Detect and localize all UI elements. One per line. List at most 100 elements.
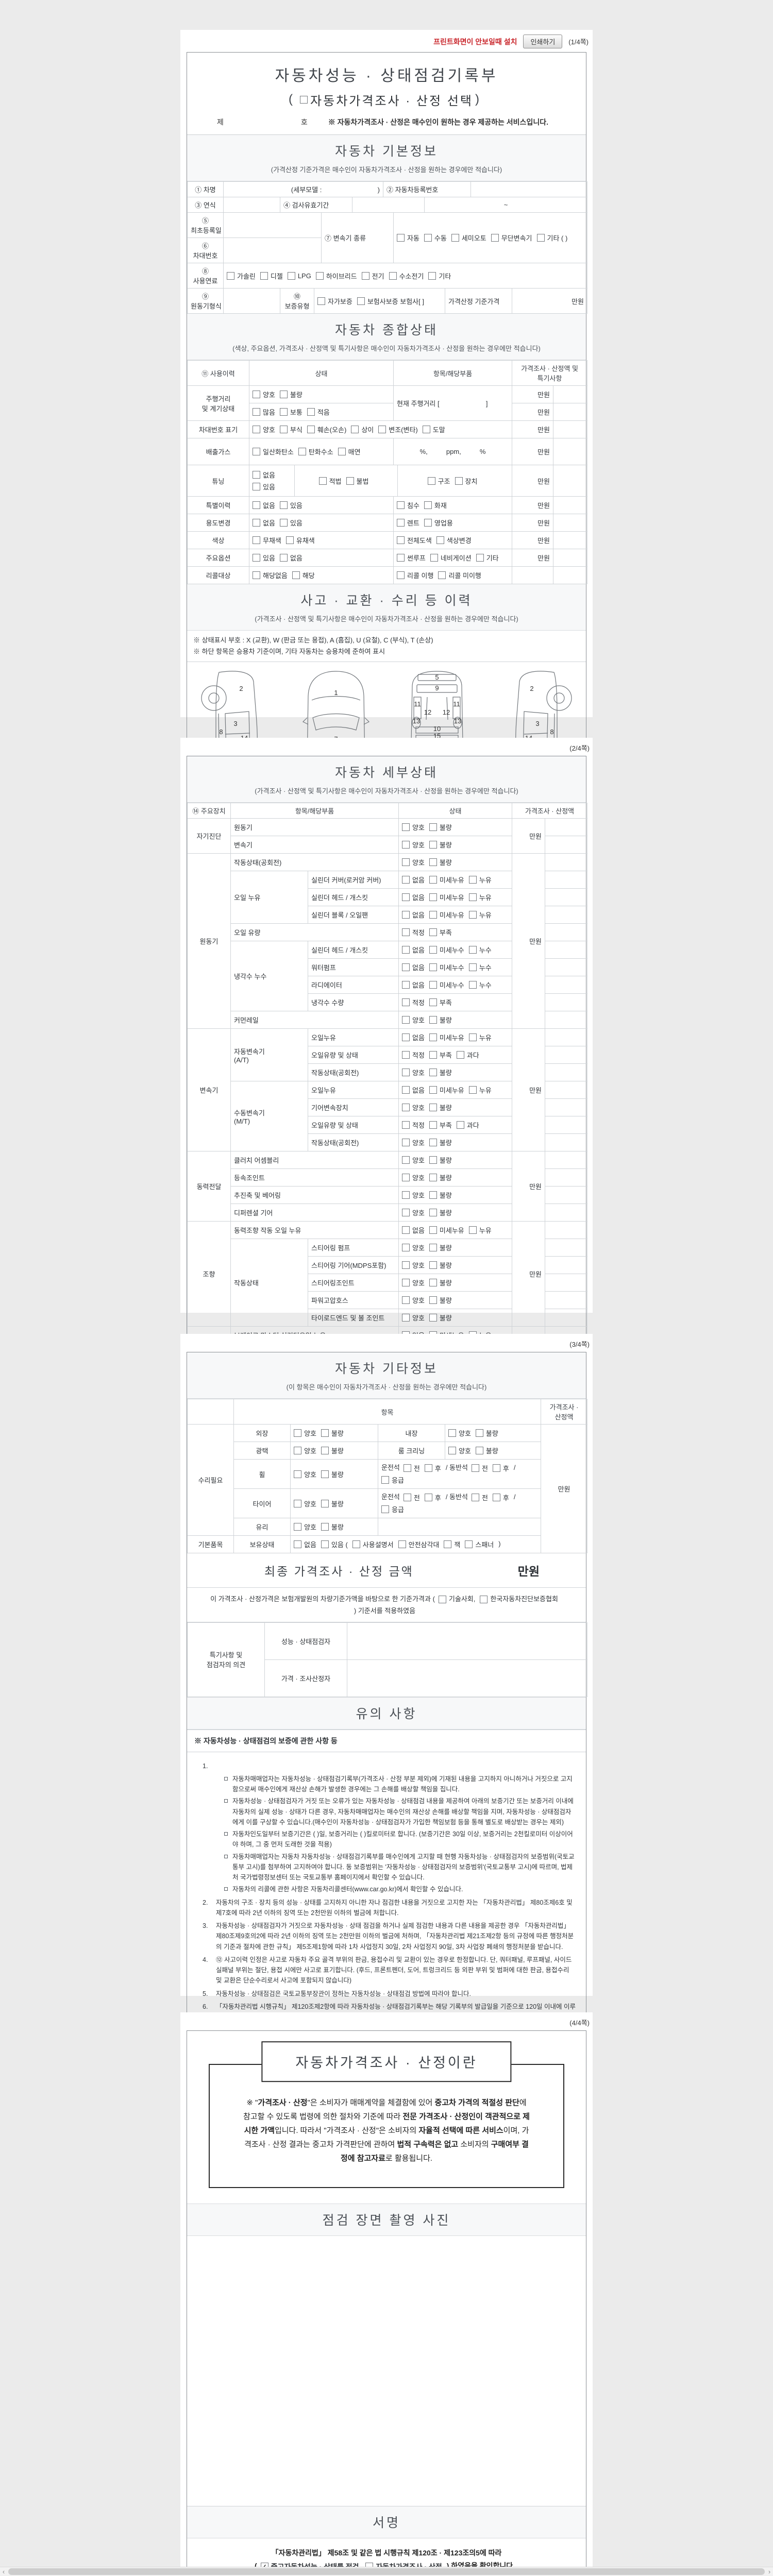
checkbox[interactable] [294,1523,301,1531]
checkbox-option[interactable]: 렌트 [397,518,419,528]
checkbox[interactable] [491,234,499,242]
checkbox[interactable] [253,483,260,490]
checkbox-option[interactable]: 사용설명서 [352,1539,394,1549]
checkbox[interactable] [430,554,438,562]
checkbox[interactable] [429,1086,437,1094]
checkbox-option[interactable]: 양호 [402,1190,425,1200]
checkbox[interactable] [321,1470,329,1478]
checkbox-option[interactable]: 불량 [429,822,452,832]
checkbox-option[interactable]: 불량 [429,1208,452,1217]
checkbox[interactable] [321,1447,329,1454]
checkbox-option[interactable]: 불량 [429,1067,452,1077]
checkbox-option[interactable]: 양호 [402,1243,425,1252]
checkbox-option[interactable]: 스패너 [465,1539,494,1549]
checkbox-option[interactable]: 누유 [468,1032,492,1042]
checkbox[interactable] [402,1174,410,1181]
checkbox-option[interactable]: 없음 [279,553,303,563]
checkbox-option[interactable]: 누수 [468,962,492,972]
checkbox[interactable] [424,519,432,527]
checkbox-option[interactable]: 불량 [321,1428,344,1438]
checkbox-option[interactable]: 불량 [429,857,452,867]
checkbox[interactable] [402,1156,410,1164]
checkbox-option[interactable]: 적법 [318,476,342,486]
checkbox-option[interactable]: 미세누수 [429,980,464,990]
checkbox[interactable] [448,1447,456,1454]
install-notice-link[interactable]: 프린트화면이 안보일때 설치 [433,37,517,46]
checkbox-option[interactable]: 후 [424,1493,441,1502]
checkbox-option[interactable]: 구조 [427,476,450,486]
checkbox[interactable] [253,426,260,433]
checkbox[interactable] [402,1016,410,1024]
checkbox-option[interactable]: 적정 [402,1050,425,1060]
checkbox-option[interactable]: 부족 [429,997,452,1007]
year-field[interactable] [223,197,280,213]
price-entry-cell[interactable] [545,1028,587,1046]
checkbox-option[interactable]: 적정 [402,1120,425,1130]
checkbox-option[interactable]: 없음 [402,910,425,920]
checkbox[interactable] [465,1540,473,1549]
checkbox-option[interactable]: 전 [471,1493,488,1502]
checkbox-option[interactable]: 없음 [402,875,425,885]
checkbox[interactable] [253,408,260,416]
checkbox-option[interactable]: 불량 [475,1446,498,1455]
checkbox-option[interactable]: 가솔린 [227,271,256,281]
checkbox-option[interactable]: 적음 [307,407,330,417]
checkbox[interactable] [429,1156,437,1164]
checkbox-option[interactable]: 과다 [456,1050,479,1060]
checkbox-option[interactable]: 불량 [321,1522,344,1532]
horizontal-scrollbar[interactable]: ‹ › [0,2567,773,2576]
checkbox[interactable] [429,911,437,919]
checkbox-option[interactable]: 적정 [402,927,425,937]
scroll-left-arrow-icon[interactable]: ‹ [2,2568,5,2575]
price-entry-cell[interactable] [545,836,587,854]
price-entry-cell[interactable] [545,1239,587,1257]
checkbox[interactable] [402,928,410,936]
checkbox[interactable] [402,981,410,989]
checkbox-option[interactable]: 기타 [428,271,451,281]
checkbox[interactable] [253,571,260,579]
checkbox[interactable] [480,1596,488,1604]
checkbox[interactable] [471,1464,479,1472]
checkbox[interactable] [294,1499,301,1507]
checkbox[interactable] [424,1464,432,1472]
checkbox-option[interactable]: 전기 [361,271,384,281]
checkbox[interactable] [307,426,315,433]
checkbox[interactable] [279,501,288,509]
checkbox-option[interactable]: 양호 [294,1446,316,1455]
checkbox-option[interactable]: 양호 [402,1313,425,1323]
price-entry-cell[interactable] [545,1204,587,1222]
checkbox[interactable] [294,1447,301,1454]
checkbox[interactable] [253,501,260,509]
checkbox[interactable] [397,554,405,562]
checkbox[interactable] [402,1209,410,1216]
checkbox[interactable] [429,1191,437,1199]
checkbox-option[interactable]: 응급 [381,1504,404,1514]
checkbox[interactable] [468,1086,477,1094]
checkbox-option[interactable]: 리콜 이행 [397,570,433,580]
car-name-field[interactable]: (세부모델 : ) [223,181,383,197]
checkbox-option[interactable]: 없음 [402,1225,425,1235]
checkbox[interactable] [352,1540,360,1549]
checkbox-option[interactable]: 있음 [279,518,303,528]
checkbox-option[interactable]: 전 [403,1493,420,1502]
price-entry-cell[interactable] [553,531,587,549]
checkbox-option[interactable]: 탄화수소 [298,447,333,456]
checkbox[interactable] [253,471,260,479]
base-price-field[interactable]: 만원 [512,288,587,314]
checkbox-option[interactable]: 상이 [351,425,374,434]
checkbox-option[interactable]: 해당없음 [253,570,288,580]
current-mileage-field[interactable]: 현재 주행거리 [ ] [393,385,512,421]
checkbox-option[interactable]: 하이브리드 [315,271,357,281]
checkbox[interactable] [287,272,295,280]
checkbox-option[interactable]: 양호 [402,1138,425,1147]
checkbox[interactable] [492,1464,500,1472]
checkbox-option[interactable]: 리콜 미이행 [438,570,481,580]
checkbox[interactable] [436,536,444,544]
checkbox[interactable] [429,928,437,936]
checkbox[interactable] [402,1121,410,1129]
checkbox[interactable] [351,426,359,433]
checkbox[interactable] [429,1296,437,1304]
checkbox-option[interactable]: 자동 [397,233,419,243]
checkbox-option[interactable]: 불량 [429,1173,452,1182]
checkbox[interactable] [456,1121,464,1129]
